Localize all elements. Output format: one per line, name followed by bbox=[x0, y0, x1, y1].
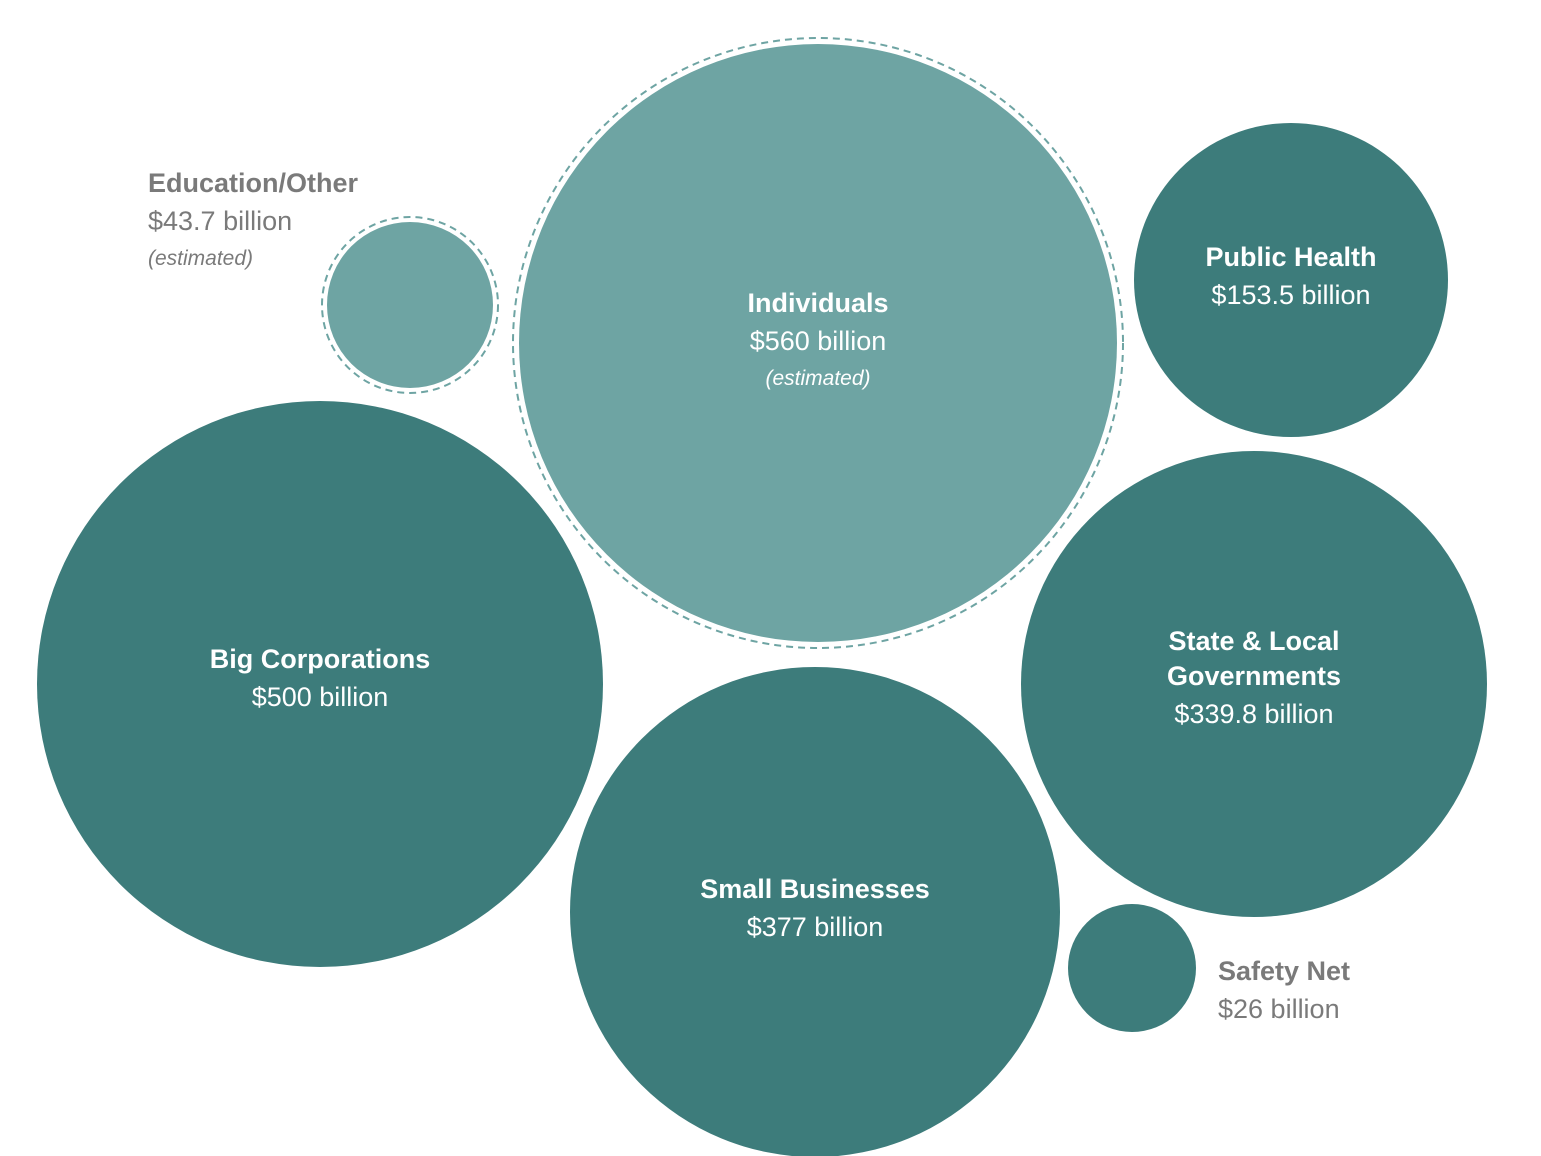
label-individuals-name: Individuals bbox=[747, 288, 889, 318]
label-individuals-value: $560 billion bbox=[749, 326, 887, 356]
label-individuals: Individuals $560 billion (estimated) bbox=[668, 288, 968, 390]
label-small-businesses-name: Small Businesses bbox=[700, 874, 930, 904]
label-education-other-note: (estimated) bbox=[148, 247, 254, 270]
label-individuals-note: (estimated) bbox=[765, 367, 871, 390]
label-public-health-value: $153.5 billion bbox=[1211, 280, 1371, 310]
label-big-corporations-name: Big Corporations bbox=[209, 644, 431, 674]
bubble-big-corporations bbox=[37, 401, 603, 967]
label-education-other-value: $43.7 billion bbox=[148, 206, 293, 236]
bubble-small-businesses bbox=[570, 667, 1060, 1156]
bubble-education-other-outline bbox=[321, 216, 499, 394]
bubble-safety-net bbox=[1068, 904, 1196, 1032]
label-education-other: Education/Other $43.7 billion (estimated… bbox=[148, 168, 448, 270]
bubble-individuals bbox=[519, 44, 1117, 642]
bubble-public-health bbox=[1134, 123, 1448, 437]
label-public-health-name: Public Health bbox=[1205, 242, 1377, 272]
label-state-local-governments: State & Local Governments $339.8 billion bbox=[1104, 628, 1404, 728]
label-state-local-name-line2: Governments bbox=[1166, 661, 1342, 691]
label-small-businesses-value: $377 billion bbox=[746, 912, 884, 942]
bubble-state-local-governments bbox=[1021, 451, 1487, 917]
label-state-local-name-line1: State & Local bbox=[1168, 626, 1340, 656]
label-public-health: Public Health $153.5 billion bbox=[1141, 244, 1441, 309]
label-safety-net: Safety Net $26 billion bbox=[1218, 958, 1468, 1023]
label-big-corporations-value: $500 billion bbox=[251, 682, 389, 712]
label-safety-net-name: Safety Net bbox=[1218, 956, 1351, 986]
label-small-businesses: Small Businesses $377 billion bbox=[665, 876, 965, 941]
label-education-other-name: Education/Other bbox=[148, 168, 359, 198]
label-safety-net-value: $26 billion bbox=[1218, 994, 1340, 1024]
bubble-individuals-outline bbox=[512, 37, 1124, 649]
bubble-education-other bbox=[327, 222, 493, 388]
label-big-corporations: Big Corporations $500 billion bbox=[170, 646, 470, 711]
label-state-local-value: $339.8 billion bbox=[1174, 699, 1334, 729]
